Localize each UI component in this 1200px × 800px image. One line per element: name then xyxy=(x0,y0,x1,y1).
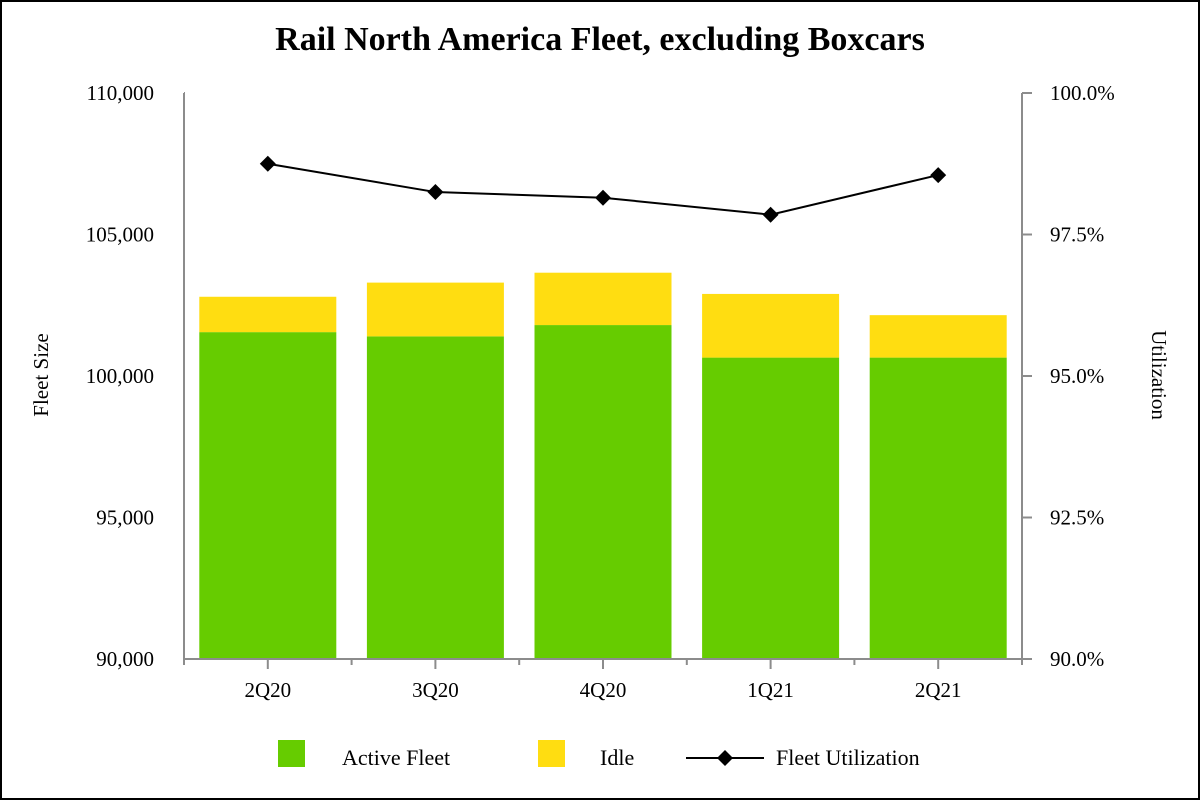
chart-title: Rail North America Fleet, excluding Boxc… xyxy=(275,21,925,58)
y-tick-label: 90,000 xyxy=(96,647,154,671)
y-tick-label: 100,000 xyxy=(86,364,154,388)
marker-fleet-utilization xyxy=(762,206,779,223)
bar-idle xyxy=(534,272,672,326)
bar-idle xyxy=(869,315,1007,358)
y2-tick-label: 95.0% xyxy=(1050,364,1104,388)
y-tick-label: 105,000 xyxy=(86,223,154,247)
x-tick-label: 2Q20 xyxy=(244,678,291,702)
x-tick-label: 4Q20 xyxy=(580,678,627,702)
bar-idle xyxy=(199,296,337,333)
y2-tick-label: 90.0% xyxy=(1050,647,1104,671)
y2-tick-label: 97.5% xyxy=(1050,223,1104,247)
legend-label-fleet-utilization: Fleet Utilization xyxy=(776,745,920,770)
marker-fleet-utilization xyxy=(930,167,947,184)
legend-label-idle: Idle xyxy=(600,745,634,770)
y-tick-label: 110,000 xyxy=(87,81,154,105)
legend-swatch-idle xyxy=(538,740,565,767)
bar-active-fleet xyxy=(869,357,1007,659)
y-tick-label: 95,000 xyxy=(96,506,154,530)
marker-fleet-utilization xyxy=(595,189,611,206)
legend-swatch-active-fleet xyxy=(278,740,305,767)
x-tick-label: 3Q20 xyxy=(412,678,459,702)
bar-active-fleet xyxy=(702,357,840,659)
y-axis-label: Fleet Size xyxy=(29,333,53,416)
bar-active-fleet xyxy=(199,332,337,659)
x-tick-label: 1Q21 xyxy=(747,678,794,702)
bar-active-fleet xyxy=(534,325,672,659)
bar-active-fleet xyxy=(366,336,504,659)
x-tick-label: 2Q21 xyxy=(915,678,962,702)
legend: Active Fleet Idle Fleet Utilization xyxy=(278,740,920,770)
line-fleet-utilization xyxy=(267,162,939,216)
bar-idle xyxy=(366,282,504,337)
marker-fleet-utilization xyxy=(259,155,276,172)
marker-fleet-utilization xyxy=(427,184,444,201)
legend-label-active-fleet: Active Fleet xyxy=(342,745,450,770)
plot-area: 110,000 105,000 100,000 95,000 90,000 100.0% 9… xyxy=(86,81,1115,702)
legend-marker-fleet-utilization xyxy=(717,750,733,766)
y2-tick-label: 92.5% xyxy=(1050,506,1104,530)
bar-idle xyxy=(702,293,840,358)
y2-axis-label: Utilization xyxy=(1147,330,1171,420)
y2-tick-label: 100.0% xyxy=(1050,81,1115,105)
